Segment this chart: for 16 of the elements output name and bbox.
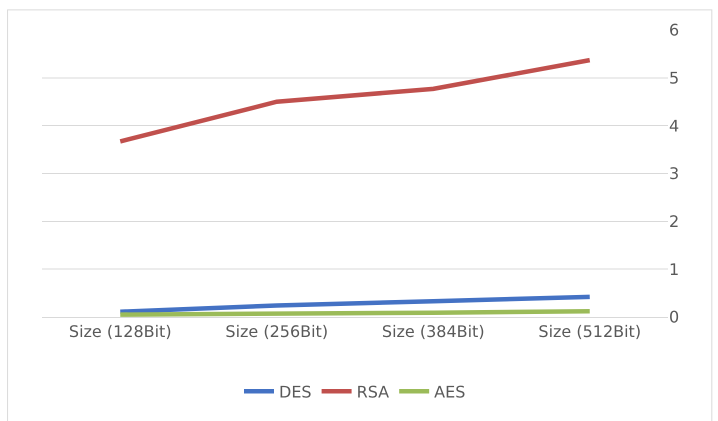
legend-label: DES (279, 382, 312, 402)
x-tick-label: Size (384Bit) (382, 322, 485, 342)
y-tick-label: 2 (669, 212, 680, 231)
y-tick-label: 0 (669, 308, 680, 327)
line-series (118, 294, 592, 314)
x-tick-label: Size (256Bit) (225, 322, 328, 342)
legend-label: AES (434, 382, 466, 402)
y-tick-label: 4 (669, 116, 680, 136)
y-tick-label: 3 (669, 164, 680, 184)
y-tick-label: 1 (669, 260, 680, 279)
legend-label: RSA (356, 382, 390, 402)
y-tick-label: 5 (669, 68, 680, 88)
y-tick-label: 6 (669, 20, 680, 40)
x-tick-label: Size (128Bit) (68, 322, 172, 342)
x-tick-label: Size (512Bit) (538, 322, 642, 342)
line-series (118, 58, 592, 144)
